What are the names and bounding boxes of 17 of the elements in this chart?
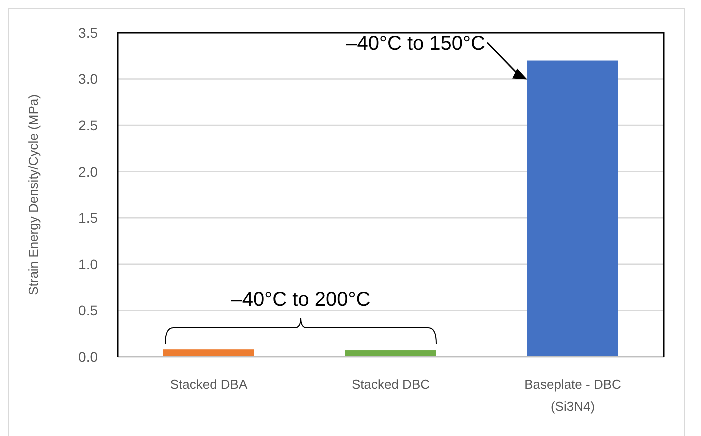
y-tick-label: 1.0 — [78, 256, 98, 272]
y-tick-label: 2.0 — [78, 164, 98, 180]
bar — [164, 350, 254, 357]
x-tick-label: Baseplate - DBC (Si3N4) — [524, 377, 622, 414]
x-tick-label: Stacked DBC — [352, 377, 430, 392]
annotation: –40°C to 150°C — [346, 32, 486, 55]
y-tick-label: 0.5 — [78, 302, 98, 319]
y-tick-label: 2.5 — [78, 117, 98, 134]
bar — [528, 60, 618, 357]
y-tick-label: 1.5 — [78, 210, 98, 226]
y-tick-label: 3.5 — [78, 24, 98, 41]
bar — [346, 350, 436, 357]
y-tick-label: 0.0 — [78, 348, 98, 365]
annotation: –40°C to 200°C — [231, 289, 371, 311]
y-axis-title: Strain Energy Density/Cycle (MPa) — [26, 94, 41, 296]
x-tick-label: Stacked DBA — [170, 377, 248, 392]
y-tick-label: 3.0 — [78, 71, 98, 88]
